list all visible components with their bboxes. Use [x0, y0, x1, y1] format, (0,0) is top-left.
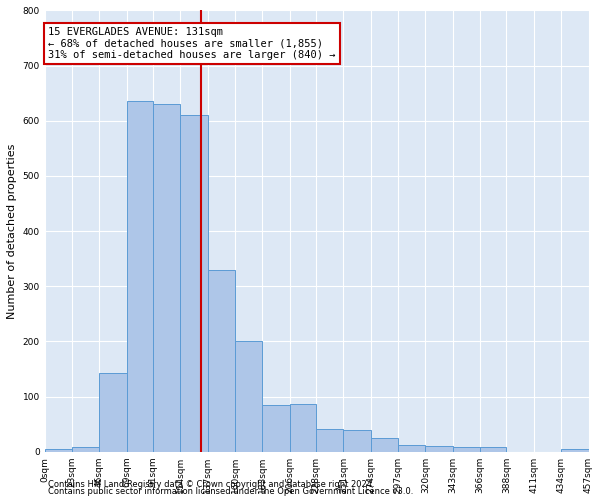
Bar — [371, 438, 398, 452]
Bar — [100, 373, 127, 452]
Bar — [235, 342, 262, 452]
Bar — [561, 448, 589, 452]
Bar — [290, 404, 316, 452]
Bar — [44, 448, 72, 452]
Bar — [316, 428, 343, 452]
Bar — [127, 101, 153, 452]
Bar — [425, 446, 453, 452]
Text: Contains public sector information licensed under the Open Government Licence v3: Contains public sector information licen… — [48, 487, 413, 496]
Y-axis label: Number of detached properties: Number of detached properties — [7, 144, 17, 319]
Bar — [180, 114, 208, 452]
Text: 15 EVERGLADES AVENUE: 131sqm
← 68% of detached houses are smaller (1,855)
31% of: 15 EVERGLADES AVENUE: 131sqm ← 68% of de… — [48, 27, 335, 60]
Text: Contains HM Land Registry data © Crown copyright and database right 2024.: Contains HM Land Registry data © Crown c… — [48, 480, 374, 489]
Bar — [153, 104, 180, 452]
Bar — [208, 270, 235, 452]
Bar — [343, 430, 371, 452]
Bar — [72, 448, 100, 452]
Bar — [453, 447, 480, 452]
Bar — [480, 447, 506, 452]
Bar — [398, 445, 425, 452]
Bar — [262, 406, 290, 452]
